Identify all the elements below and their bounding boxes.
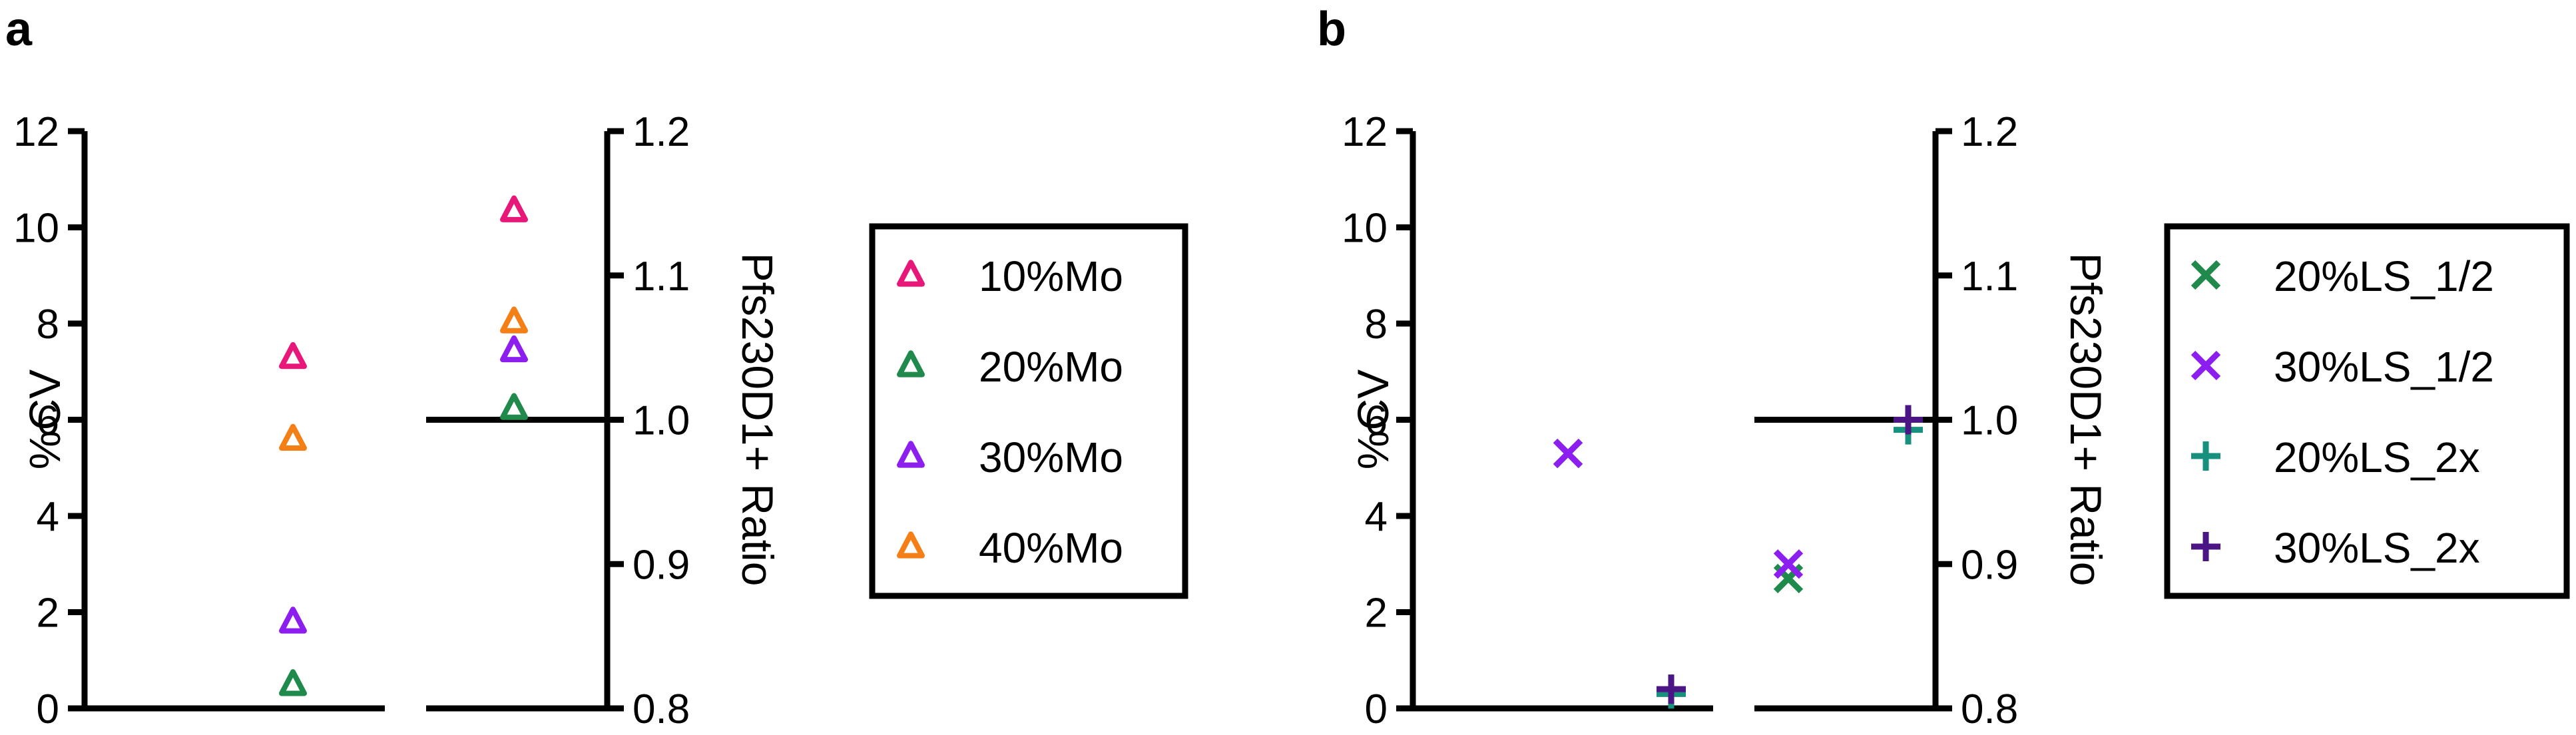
- right-tick-label: 1.2: [1961, 109, 2018, 155]
- legend-label: 40%Mo: [979, 524, 1123, 572]
- right-axis-title: Pfs230D1+ Ratio: [2061, 253, 2111, 587]
- panel-letter: b: [1317, 3, 1346, 56]
- cv-point-20%Mo: [279, 669, 307, 696]
- right-tick-label: 1.0: [1961, 398, 2018, 444]
- legend-label: 20%LS_2x: [2274, 433, 2480, 481]
- legend-marker-30%Mo: [897, 441, 925, 468]
- legend-marker-30%LS_1/2: [2190, 350, 2221, 381]
- panel-a: a 0 2 4 6 8 10 12 %CV 0.8 0.9 1.0 1.1 1.2 Pfs230D1+ Ra…: [5, 3, 1188, 732]
- ratio-point-30%LS_1/2: [1773, 549, 1804, 579]
- legend-label: 10%Mo: [979, 252, 1123, 300]
- legend-label: 30%LS_1/2: [2274, 343, 2494, 391]
- legend: 20%LS_1/2 30%LS_1/2 20%LS_2x 30%LS_2x: [2164, 223, 2570, 599]
- left-tick-label: 4: [37, 494, 59, 540]
- left-axis-title: %CV: [20, 369, 69, 469]
- cv-point-10%Mo: [279, 342, 307, 369]
- cv-point-30%LS_1/2: [1553, 438, 1583, 469]
- legend-marker-40%Mo: [897, 531, 925, 559]
- legend-box: [869, 223, 1188, 599]
- cv-point-40%Mo: [279, 423, 307, 451]
- left-tick-label: 2: [37, 591, 59, 636]
- panel-letter: a: [5, 3, 33, 56]
- legend-marker-20%Mo: [897, 350, 925, 377]
- left-tick-label: 4: [1365, 494, 1388, 540]
- left-tick-label: 12: [1342, 109, 1388, 155]
- right-tick-label: 0.9: [633, 542, 690, 588]
- right-tick-label: 1.0: [633, 398, 690, 444]
- legend-marker-20%LS_2x: [2191, 441, 2220, 471]
- left-tick-label: 0: [37, 686, 59, 732]
- right-tick-label: 1.2: [633, 109, 690, 155]
- ratio-point-10%Mo: [500, 195, 528, 222]
- legend-label: 30%LS_2x: [2274, 524, 2480, 572]
- left-tick-label: 12: [13, 109, 59, 155]
- left-tick-label: 8: [37, 302, 59, 348]
- right-tick-label: 0.9: [1961, 542, 2018, 588]
- ratio-point-40%Mo: [500, 306, 528, 334]
- left-axis-title: %CV: [1348, 369, 1398, 469]
- legend-marker-20%LS_1/2: [2190, 260, 2221, 290]
- left-tick-label: 0: [1365, 686, 1388, 732]
- legend-label: 20%LS_1/2: [2274, 252, 2494, 300]
- legend-box: [2164, 223, 2570, 599]
- legend-marker-10%Mo: [897, 260, 925, 287]
- legend: 10%Mo 20%Mo 30%Mo 40%Mo: [869, 223, 1188, 599]
- left-tick-label: 10: [13, 206, 59, 252]
- cv-point-30%Mo: [279, 607, 307, 634]
- left-tick-label: 8: [1365, 302, 1388, 348]
- cv-point-30%LS_2x: [1657, 674, 1686, 704]
- right-tick-label: 0.8: [633, 686, 690, 732]
- left-tick-label: 6: [1365, 398, 1388, 444]
- legend-label: 30%Mo: [979, 433, 1123, 481]
- right-tick-label: 0.8: [1961, 686, 2018, 732]
- right-tick-label: 1.1: [1961, 254, 2018, 300]
- ratio-point-20%Mo: [500, 393, 528, 420]
- legend-label: 20%Mo: [979, 343, 1123, 391]
- ratio-point-30%LS_2x: [1894, 405, 1923, 435]
- right-tick-label: 1.1: [633, 254, 690, 300]
- left-tick-label: 6: [37, 398, 59, 444]
- left-tick-label: 2: [1365, 591, 1388, 636]
- left-tick-label: 10: [1342, 206, 1388, 252]
- panel-b: b 0 2 4 6 8 10 12 %CV 0.8 0.9 1.0 1.1 1.2 Pfs230D1+ Ra…: [1317, 3, 2570, 732]
- ratio-point-30%Mo: [500, 335, 528, 363]
- legend-marker-30%LS_2x: [2191, 532, 2220, 561]
- right-axis-title: Pfs230D1+ Ratio: [733, 253, 782, 587]
